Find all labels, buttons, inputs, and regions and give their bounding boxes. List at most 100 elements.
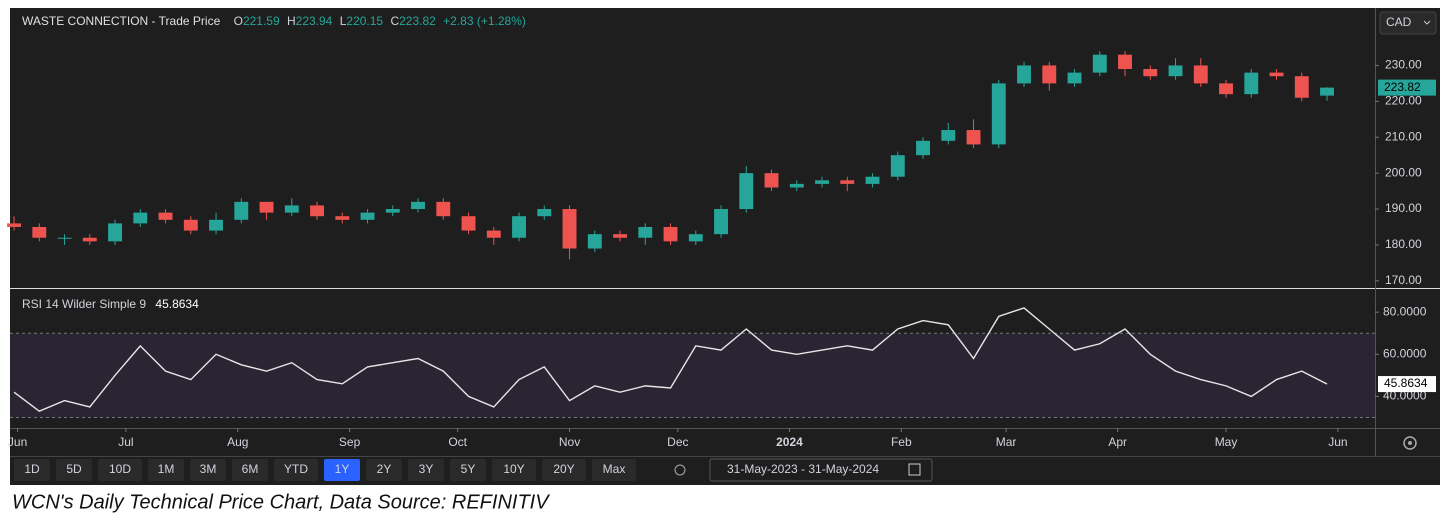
- candle-body: [562, 209, 577, 249]
- candle-body: [865, 176, 880, 184]
- x-tick-label: Feb: [891, 435, 912, 449]
- candle-body: [1067, 72, 1082, 84]
- x-tick-label: Jun: [8, 435, 27, 449]
- x-tick-label: Jun: [1328, 435, 1347, 449]
- candle-body: [789, 183, 804, 188]
- x-tick-label: 2024: [776, 435, 803, 449]
- toolbar-settings[interactable]: [674, 464, 686, 476]
- candle-body: [1320, 87, 1334, 96]
- range-button[interactable]: [492, 459, 536, 481]
- settings-icon-dot: [1408, 441, 1412, 445]
- candle-body: [486, 230, 501, 238]
- candle-body: [613, 234, 627, 238]
- candle-body: [133, 212, 148, 224]
- y-tick-label: 200.00: [1385, 165, 1422, 179]
- candle-body: [7, 223, 21, 227]
- date-range-box[interactable]: [709, 458, 933, 482]
- candle-body: [1193, 65, 1208, 84]
- currency-dropdown[interactable]: [1379, 11, 1437, 35]
- candle-body: [1042, 65, 1057, 84]
- candle-body: [688, 234, 703, 242]
- candle-body: [108, 223, 122, 242]
- range-button[interactable]: [56, 459, 92, 481]
- y-tick-label: 230.00: [1385, 58, 1422, 72]
- candle-body: [1092, 54, 1107, 73]
- range-label[interactable]: 5Y: [461, 462, 476, 476]
- range-label[interactable]: 20Y: [553, 462, 574, 476]
- range-label[interactable]: 10Y: [503, 462, 524, 476]
- candle-body: [284, 205, 299, 213]
- candle-body: [1143, 69, 1158, 77]
- range-label[interactable]: YTD: [284, 462, 308, 476]
- range-label[interactable]: 3Y: [419, 462, 434, 476]
- candle-body: [815, 180, 829, 184]
- range-button[interactable]: [190, 459, 226, 481]
- currency-label[interactable]: CAD: [1386, 15, 1412, 29]
- rsi-value: 45.8634: [155, 297, 199, 311]
- x-tick-label: Nov: [559, 435, 580, 449]
- calendar-icon: [908, 463, 921, 476]
- range-button[interactable]: [542, 459, 586, 481]
- range-button[interactable]: [592, 459, 636, 481]
- date-range[interactable]: 31-May-2023 - 31-May-2024: [727, 462, 879, 476]
- settings-icon[interactable]: [1403, 436, 1417, 450]
- range-label[interactable]: 10D: [109, 462, 131, 476]
- axis-divider: [10, 428, 1440, 429]
- rsi-tick-label: 40.0000: [1383, 389, 1427, 403]
- candle-body: [663, 226, 678, 242]
- candle-body: [1017, 65, 1031, 84]
- range-button[interactable]: [450, 459, 486, 481]
- candle-body: [32, 226, 47, 238]
- candle-body: [183, 219, 198, 231]
- price-tag: [1378, 79, 1436, 96]
- range-button[interactable]: [366, 459, 402, 481]
- candle-body: [259, 201, 274, 213]
- candle-body: [512, 216, 526, 238]
- rsi-tick-label: 80.0000: [1383, 304, 1427, 318]
- range-label[interactable]: Max: [603, 462, 626, 476]
- ohlc-label: H: [287, 14, 296, 28]
- range-button[interactable]: [324, 459, 360, 481]
- range-button[interactable]: [148, 459, 184, 481]
- range-label[interactable]: 2Y: [377, 462, 392, 476]
- candle-body: [739, 173, 754, 210]
- toolbar: 1D 5D 10D 1M 3M 6M YTD 1Y 2Y 3Y 5Y 10Y 20Y Max: [14, 459, 636, 481]
- candle-body: [310, 205, 324, 217]
- ohlc-value: 223.94: [296, 14, 333, 28]
- candle-body: [1244, 72, 1259, 95]
- x-tick-label: Mar: [996, 435, 1017, 449]
- candle-body: [385, 209, 400, 213]
- range-button[interactable]: [274, 459, 318, 481]
- rsi-band: [10, 333, 1375, 418]
- price-axis-divider: [1375, 8, 1376, 456]
- candle-body: [57, 237, 72, 239]
- range-label[interactable]: 1D: [24, 462, 40, 476]
- candle-body: [966, 130, 981, 145]
- dropdown-caret: [1423, 20, 1431, 25]
- y-tick-label: 210.00: [1385, 129, 1422, 143]
- candle-body: [1168, 65, 1183, 77]
- range-label[interactable]: 1Y: [335, 462, 350, 476]
- range-button[interactable]: [232, 459, 268, 481]
- range-label[interactable]: 5D: [66, 462, 82, 476]
- rsi-line: [13, 307, 1328, 412]
- candle-body: [411, 201, 425, 210]
- price-tag-label: 223.82: [1384, 80, 1421, 94]
- ohlc-value: 221.59: [243, 14, 280, 28]
- range-button[interactable]: [14, 459, 50, 481]
- rsi-title: RSI 14 Wilder Simple 9: [22, 297, 146, 311]
- chart-title: WASTE CONNECTION - Trade Price: [22, 14, 221, 28]
- range-label[interactable]: 3M: [200, 462, 217, 476]
- range-button[interactable]: [408, 459, 444, 481]
- caption: WCN's Daily Technical Price Chart, Data …: [12, 491, 550, 513]
- candle-body: [1219, 83, 1233, 95]
- range-label[interactable]: 1M: [158, 462, 175, 476]
- candle-body: [941, 130, 956, 141]
- x-tick-label: Aug: [227, 435, 248, 449]
- range-label[interactable]: 6M: [242, 462, 259, 476]
- x-tick-label: Oct: [448, 435, 467, 449]
- rsi-tag: [1378, 376, 1436, 393]
- candle-body: [1118, 54, 1132, 70]
- range-button[interactable]: [98, 459, 142, 481]
